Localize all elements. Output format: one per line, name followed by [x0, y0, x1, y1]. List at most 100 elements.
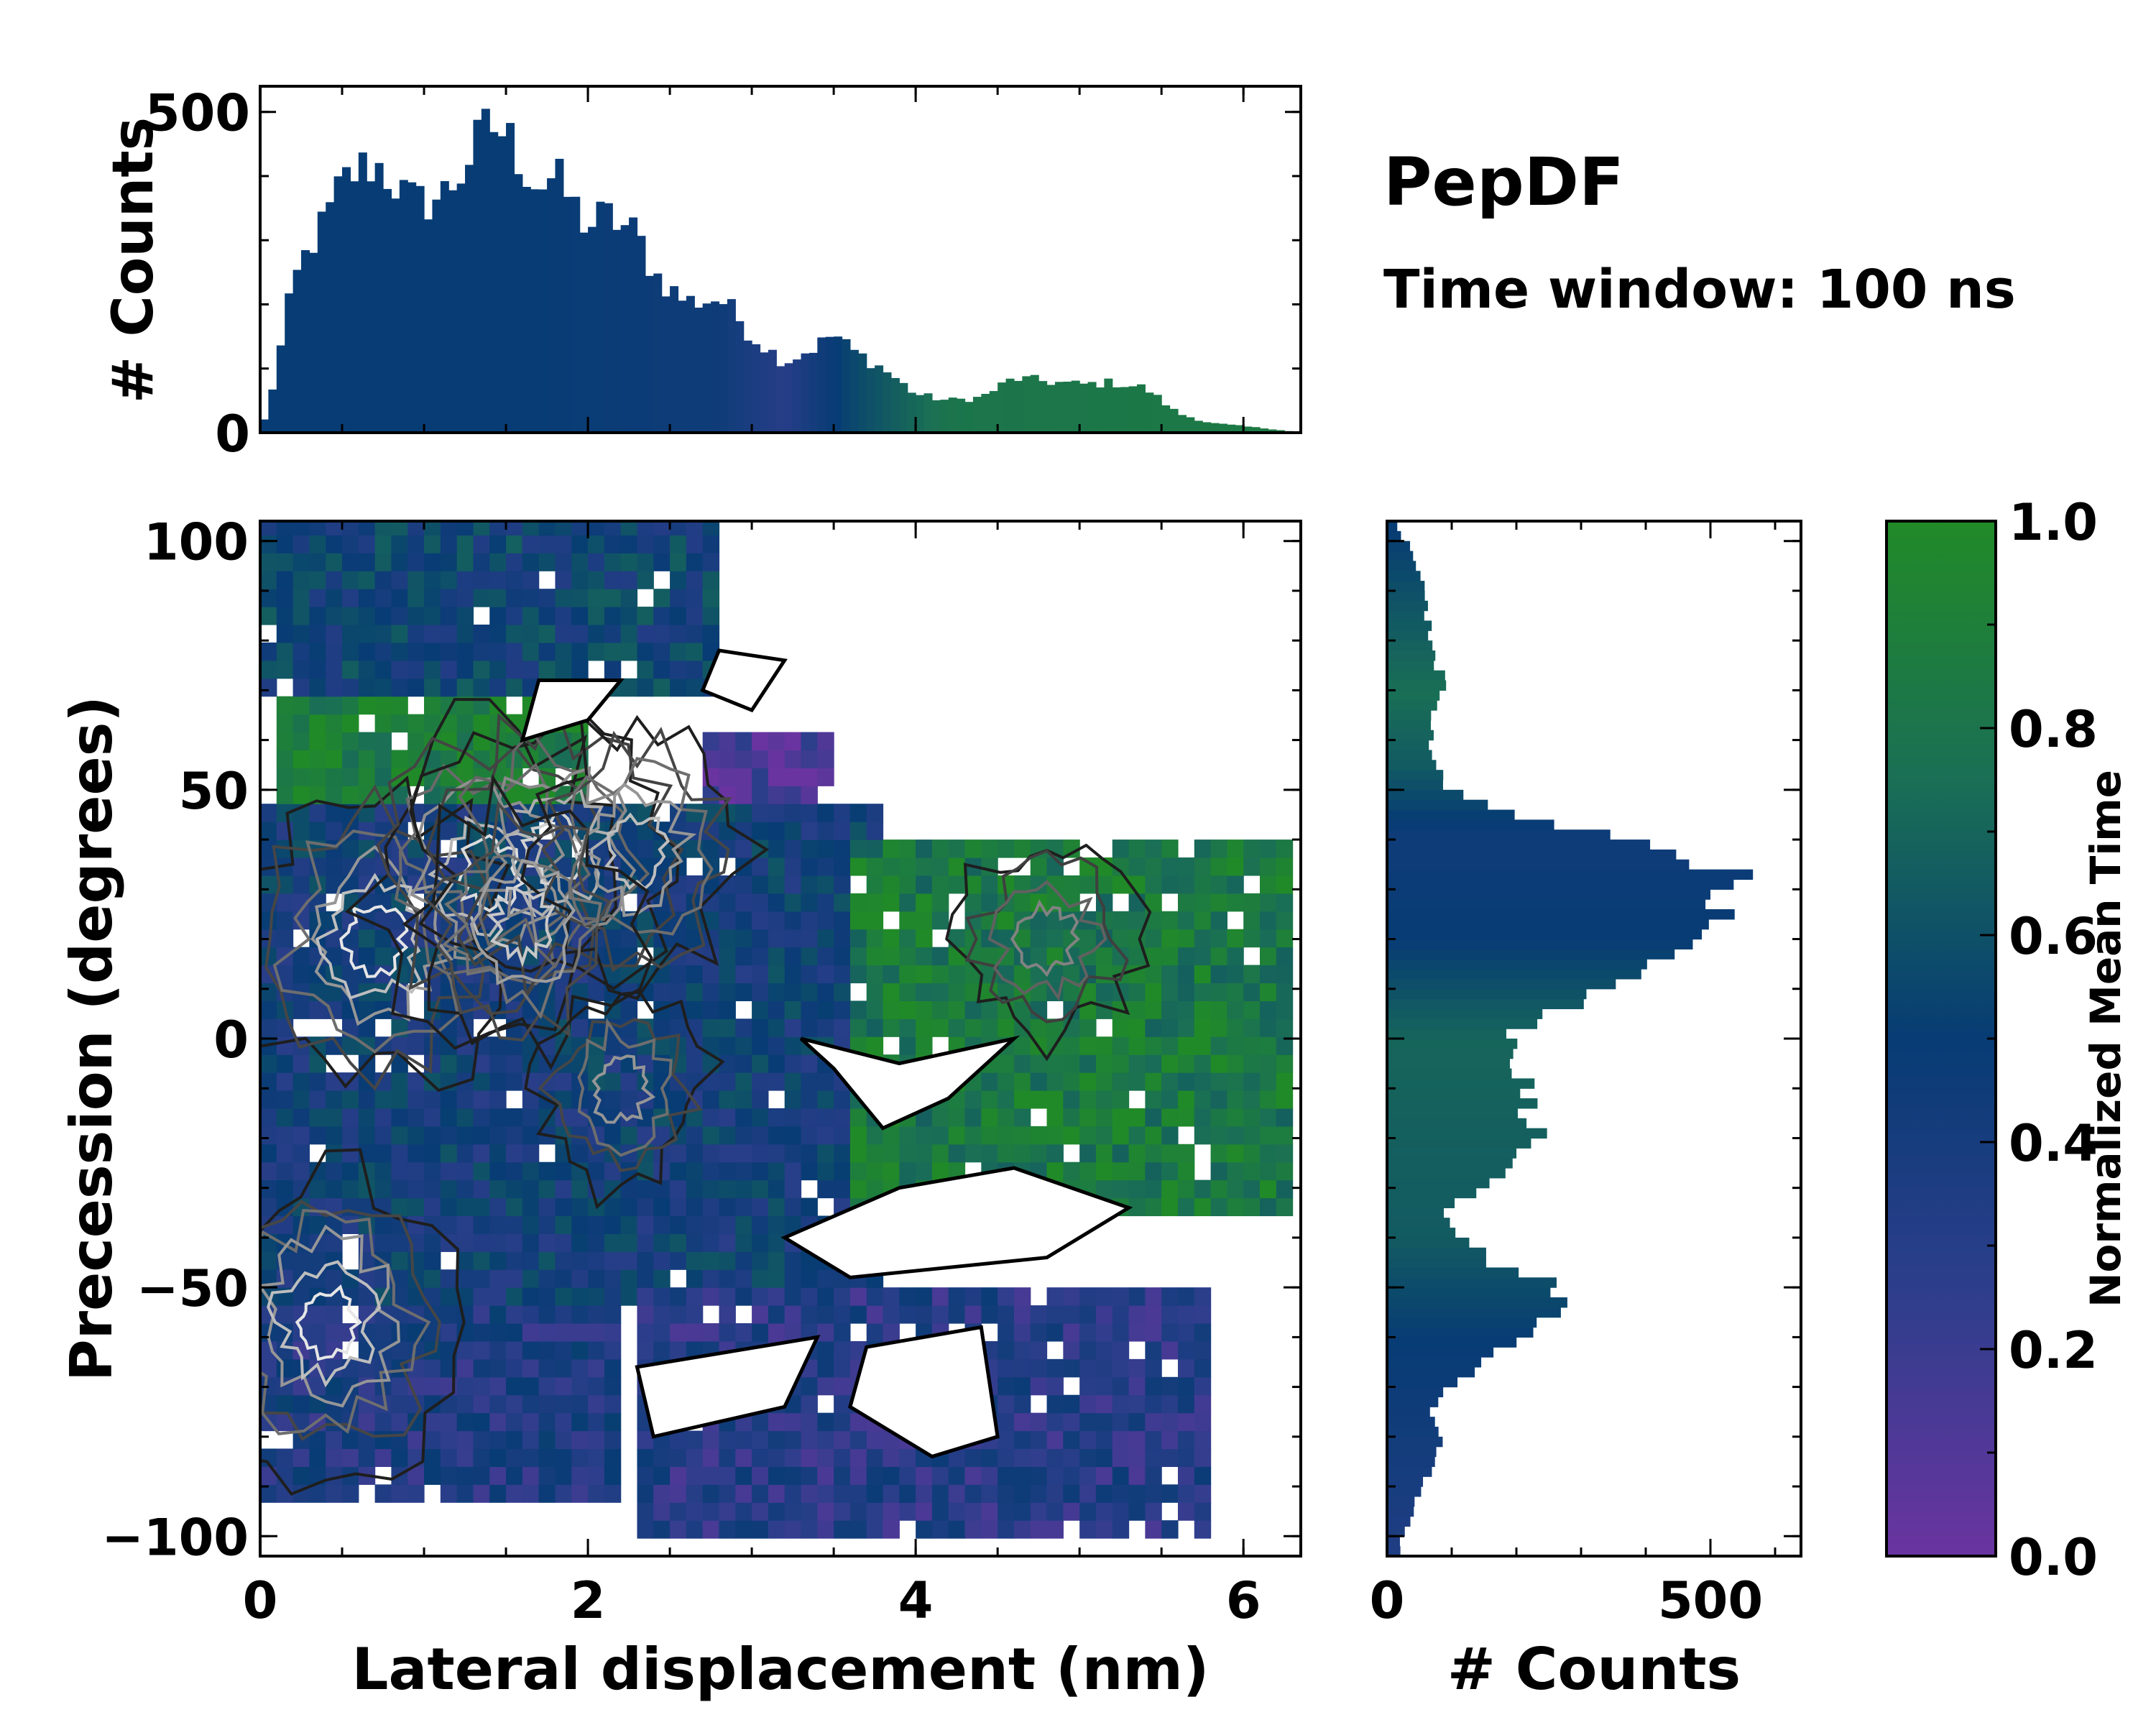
heatmap-cell — [1013, 875, 1031, 894]
heatmap-cell — [768, 1233, 786, 1252]
heatmap-cell — [801, 840, 818, 858]
right-histogram-bar — [1387, 730, 1434, 741]
heatmap-cell — [506, 535, 523, 553]
heatmap-cell — [473, 1448, 490, 1467]
heatmap-cell — [538, 1215, 556, 1234]
heatmap-cell — [1013, 1430, 1031, 1450]
heatmap-cell — [981, 1090, 998, 1109]
right-histogram-bar — [1387, 1287, 1551, 1298]
heatmap-cell — [670, 571, 687, 589]
heatmap-cell — [768, 1000, 786, 1019]
right-histogram-bar — [1387, 740, 1429, 751]
heatmap-cell — [1046, 1376, 1064, 1396]
heatmap-cell — [883, 1484, 900, 1503]
heatmap-cell — [768, 1305, 786, 1324]
heatmap-cell — [588, 1394, 605, 1414]
heatmap-cell — [1046, 1358, 1064, 1378]
top-histogram-bar — [825, 336, 834, 433]
heatmap-cell — [292, 1251, 310, 1270]
heatmap-cell — [571, 1215, 589, 1234]
heatmap-cell — [1030, 1090, 1048, 1109]
heatmap-cell — [1063, 1305, 1080, 1324]
heatmap-cell — [735, 1484, 752, 1503]
heatmap-cell — [1095, 1090, 1113, 1109]
top-histogram-bar — [743, 340, 752, 433]
heatmap-cell — [555, 1305, 572, 1324]
heatmap-cell — [849, 822, 867, 840]
heatmap-cell — [342, 1484, 359, 1503]
heatmap-cell — [1177, 1054, 1195, 1073]
heatmap-cell — [719, 1179, 736, 1199]
heatmap-cell — [1210, 857, 1227, 876]
heatmap-cell — [374, 1412, 392, 1432]
heatmap-cell — [637, 1018, 654, 1037]
heatmap-cell — [456, 1126, 474, 1145]
top-histogram-bar — [514, 174, 523, 433]
heatmap-cell — [866, 1000, 884, 1019]
heatmap-cell — [1276, 1126, 1294, 1145]
heatmap-cell — [407, 1162, 425, 1181]
heatmap-cell — [653, 1233, 671, 1252]
heatmap-cell — [702, 1215, 720, 1234]
heatmap-cell — [1276, 911, 1294, 930]
right-histogram-bar — [1387, 1516, 1411, 1527]
heatmap-cell — [1112, 857, 1130, 876]
heatmap-cell — [506, 625, 523, 643]
heatmap-cell — [849, 857, 867, 876]
heatmap-cell — [883, 1144, 900, 1163]
heatmap-cell — [768, 1466, 786, 1485]
heatmap-cell — [834, 1520, 851, 1539]
heatmap-cell — [735, 804, 752, 822]
heatmap-cell — [686, 875, 704, 894]
heatmap-cell — [506, 1269, 523, 1288]
heatmap-cell — [588, 1072, 605, 1091]
heatmap-cell — [604, 660, 622, 679]
heatmap-cell — [571, 1287, 589, 1306]
heatmap-cell — [1128, 1018, 1146, 1037]
heatmap-cell — [326, 804, 343, 822]
heatmap-cell — [735, 875, 752, 894]
top-histogram-bar — [309, 252, 318, 433]
heatmap-cell — [637, 1233, 654, 1252]
heatmap-cell — [506, 660, 523, 679]
heatmap-cell — [866, 1430, 884, 1450]
heatmap-cell — [1161, 1323, 1179, 1342]
heatmap-cell — [489, 1394, 507, 1414]
heatmap-cell — [948, 983, 966, 1001]
heatmap-cell — [849, 1520, 867, 1539]
heatmap-cell — [309, 750, 326, 768]
heatmap-cell — [1177, 947, 1195, 966]
heatmap-cell — [1128, 1323, 1146, 1342]
heatmap-cell — [1046, 1394, 1064, 1414]
heatmap-cell — [866, 1162, 884, 1181]
heatmap-cell — [326, 1448, 343, 1467]
heatmap-cell — [407, 1072, 425, 1091]
heatmap-cell — [473, 1233, 490, 1252]
heatmap-cell — [326, 521, 343, 535]
top-histogram-bar — [1054, 382, 1064, 433]
heatmap-cell — [1194, 1412, 1212, 1432]
heatmap-cell — [752, 911, 769, 930]
heatmap-cell — [374, 1090, 392, 1109]
heatmap-cell — [948, 1466, 966, 1485]
heatmap-cell — [1194, 1394, 1212, 1414]
right-histogram-bar — [1387, 799, 1488, 811]
heatmap-cell — [538, 1430, 556, 1450]
heatmap-cell — [1079, 1466, 1097, 1485]
heatmap-cell — [571, 1376, 589, 1396]
heatmap-cell — [276, 521, 294, 535]
heatmap-cell — [407, 678, 425, 697]
heatmap-cell — [1013, 1466, 1031, 1485]
heatmap-cell — [801, 822, 818, 840]
heatmap-cell — [555, 1412, 572, 1432]
heatmap-cell — [391, 1394, 408, 1414]
heatmap-cell — [981, 1000, 998, 1019]
heatmap-cell — [374, 571, 392, 589]
heatmap-cell — [538, 521, 556, 535]
heatmap-cell — [260, 1197, 277, 1217]
heatmap-cell — [686, 1162, 704, 1181]
heatmap-cell — [489, 1340, 507, 1360]
top-histogram-bar — [1268, 429, 1277, 433]
colorbar-tick-label: 0.4 — [2009, 1114, 2098, 1173]
